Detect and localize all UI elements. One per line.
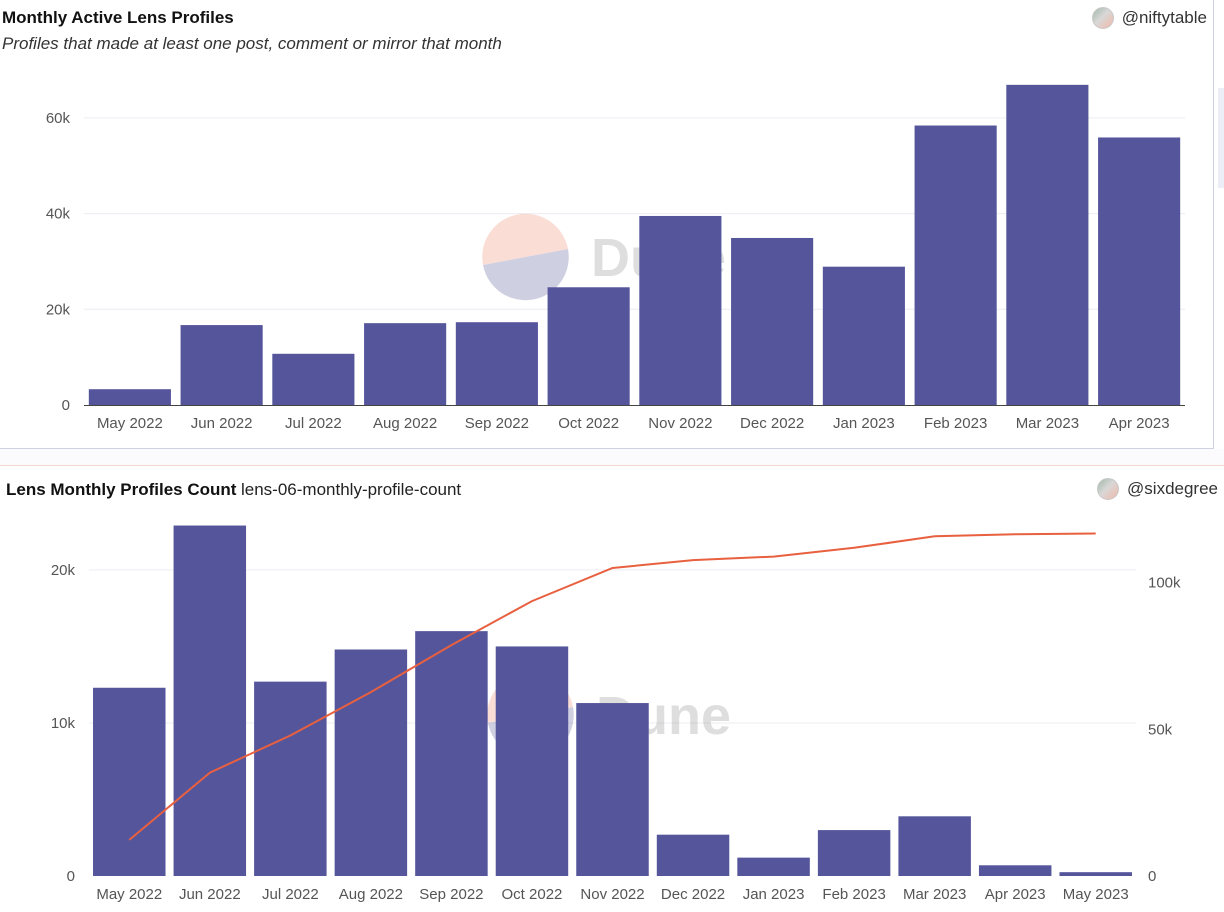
x-tick-label: Dec 2022 <box>661 886 725 903</box>
bar <box>1006 84 1089 405</box>
bar <box>88 389 171 405</box>
x-tick-label: Jul 2022 <box>262 886 319 903</box>
bar <box>334 649 408 876</box>
y-tick-label: 60k <box>46 110 71 127</box>
bar <box>272 353 355 405</box>
chart-panel-monthly-active: Monthly Active Lens Profiles Profiles th… <box>0 0 1214 449</box>
x-tick-label: Apr 2023 <box>985 886 1046 903</box>
x-tick-label: Apr 2023 <box>1109 415 1170 432</box>
avatar <box>1097 478 1120 500</box>
x-tick-label: Mar 2023 <box>1016 415 1079 432</box>
y-tick-label-left: 10k <box>51 715 76 732</box>
x-tick-label: Jan 2023 <box>743 886 805 903</box>
x-tick-label: May 2022 <box>96 886 162 903</box>
bar <box>547 287 630 405</box>
chart-title: Lens Monthly Profiles Count <box>6 480 237 499</box>
bar <box>1098 137 1181 405</box>
chart-subtitle: Profiles that made at least one post, co… <box>2 34 502 53</box>
cumulative-line <box>128 532 1096 841</box>
x-tick-label: May 2023 <box>1063 886 1129 903</box>
y-tick-label-right: 50k <box>1148 721 1173 738</box>
x-tick-label: Aug 2022 <box>339 886 403 903</box>
bar <box>93 687 166 876</box>
y-tick-label-left: 0 <box>67 868 75 885</box>
y-tick-label-right: 0 <box>1148 868 1156 885</box>
watermark-logo-top <box>482 213 568 265</box>
panel-separator <box>0 449 1224 465</box>
bar <box>822 266 905 405</box>
bar <box>495 646 569 876</box>
bar <box>914 125 997 405</box>
y-tick-label: 40k <box>46 206 71 223</box>
x-tick-label: Jan 2023 <box>833 415 895 432</box>
x-tick-label: Sep 2022 <box>465 415 529 432</box>
bar <box>639 215 722 405</box>
avatar <box>1091 7 1114 29</box>
x-tick-label: Jun 2022 <box>191 415 253 432</box>
bar <box>576 703 649 876</box>
author-link[interactable]: @niftytable <box>1091 7 1207 29</box>
x-tick-label: Oct 2022 <box>502 886 563 903</box>
author-link[interactable]: @sixdegree <box>1097 478 1218 500</box>
bar <box>415 631 488 876</box>
y-tick-label-right: 100k <box>1148 575 1181 592</box>
bar <box>254 681 327 876</box>
bar <box>731 237 814 405</box>
bar <box>817 830 891 876</box>
x-tick-label: Jun 2022 <box>179 886 241 903</box>
x-tick-label: Sep 2022 <box>419 886 483 903</box>
x-tick-label: Jul 2022 <box>285 415 342 432</box>
bar <box>656 834 730 876</box>
bar <box>898 816 971 876</box>
x-tick-label: Mar 2023 <box>903 886 966 903</box>
chart-panel-profile-count: Lens Monthly Profiles Count lens-06-mont… <box>0 465 1224 912</box>
y-tick-label: 20k <box>46 301 71 318</box>
x-tick-label: May 2022 <box>97 415 163 432</box>
bar <box>180 325 263 405</box>
x-tick-label: Nov 2022 <box>580 886 644 903</box>
x-tick-label: Oct 2022 <box>558 415 619 432</box>
bar <box>455 322 538 405</box>
author-name: @niftytable <box>1121 8 1207 27</box>
y-tick-label-left: 20k <box>51 562 76 579</box>
bar <box>364 323 447 405</box>
scroll-edge <box>1218 88 1224 188</box>
x-tick-label: Dec 2022 <box>740 415 804 432</box>
bar <box>173 525 247 876</box>
query-name: lens-06-monthly-profile-count <box>241 480 462 499</box>
watermark-logo-bottom <box>483 249 569 301</box>
y-tick-label: 0 <box>62 397 70 414</box>
chart-title: Monthly Active Lens Profiles <box>2 8 234 27</box>
x-tick-label: Feb 2023 <box>924 415 987 432</box>
x-tick-label: Feb 2023 <box>822 886 885 903</box>
bar <box>1059 872 1132 876</box>
x-tick-label: Nov 2022 <box>648 415 712 432</box>
author-name: @sixdegree <box>1127 479 1218 498</box>
x-tick-label: Aug 2022 <box>373 415 437 432</box>
bar <box>978 865 1052 876</box>
bar <box>737 857 810 876</box>
